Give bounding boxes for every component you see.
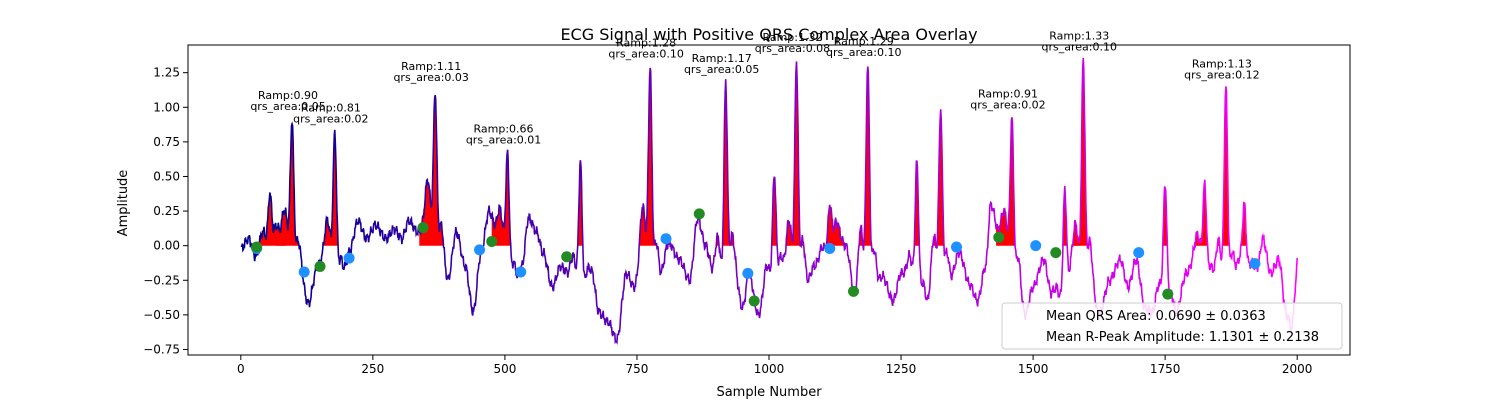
qrs-onset-marker-4 (515, 266, 527, 278)
annotation-ramp-0: Ramp:0.90 (258, 89, 318, 102)
qrs-area-fill-2 (319, 129, 351, 246)
annotation-ramp-1: Ramp:0.81 (301, 102, 361, 115)
qrs-area-fill-5 (564, 160, 597, 246)
annotation-ramp-9: Ramp:1.33 (1049, 30, 1109, 43)
annotation-qrs-area-7: qrs_area:0.10 (826, 46, 901, 59)
y-tick-label-8: 1.25 (153, 66, 180, 80)
qrs-area-fill-1 (276, 123, 308, 246)
x-tick-label-4: 1000 (754, 362, 785, 376)
qrs-area-fill-12 (901, 161, 933, 246)
qrs-offset-marker-9 (1050, 247, 1062, 259)
peak-annotations: Ramp:0.90qrs_area:0.05Ramp:0.81qrs_area:… (250, 30, 1259, 147)
y-tick-label-0: −0.75 (143, 342, 180, 356)
annotation-qrs-area-2: qrs_area:0.03 (393, 71, 468, 84)
qrs-area-fill-16 (1067, 58, 1100, 246)
annotation-qrs-area-4: qrs_area:0.10 (608, 48, 683, 61)
qrs-offset-marker-7 (848, 285, 860, 297)
annotation-qrs-area-10: qrs_area:0.12 (1184, 68, 1259, 81)
qrs-offset-marker-4 (561, 251, 573, 263)
qrs-onset-marker-8 (951, 241, 963, 253)
chart-title: ECG Signal with Positive QRS Complex Are… (560, 25, 977, 44)
qrs-offset-marker-8 (993, 231, 1005, 243)
y-axis-label: Amplitude (116, 170, 131, 237)
qrs-onset-marker-6 (742, 267, 754, 279)
annotation-ramp-4: Ramp:1.28 (616, 37, 676, 50)
qrs-area-fill-11 (851, 66, 884, 246)
qrs-offset-marker-6 (748, 295, 760, 307)
annotation-ramp-10: Ramp:1.13 (1192, 57, 1252, 70)
legend-mean-r-peak-amplitude: Mean R-Peak Amplitude: 1.1301 ± 0.2138 (1046, 330, 1319, 345)
qrs-offset-marker-5 (693, 208, 705, 220)
legend-box (1001, 302, 1343, 350)
x-tick-label-5: 1250 (886, 362, 917, 376)
qrs-offset-marker-3 (486, 236, 498, 248)
qrs-onset-marker-3 (474, 244, 486, 256)
x-tick-label-6: 1500 (1018, 362, 1049, 376)
qrs-onset-marker-11 (1249, 258, 1261, 270)
qrs-area-fills (254, 58, 1261, 246)
qrs-onset-marker-9 (1030, 240, 1042, 252)
x-tick-label-7: 1750 (1150, 362, 1181, 376)
qrs-area-fill-17 (1149, 186, 1181, 246)
qrs-offset-marker-1 (314, 260, 326, 272)
y-tick-label-5: 0.50 (153, 169, 180, 183)
qrs-area-fill-18 (1188, 179, 1221, 246)
annotation-ramp-3: Ramp:0.66 (474, 122, 534, 135)
annotation-qrs-area-0: qrs_area:0.05 (250, 100, 325, 113)
y-tick-label-6: 0.75 (153, 135, 180, 149)
x-axis-label: Sample Number (716, 385, 822, 400)
annotation-ramp-5: Ramp:1.17 (692, 52, 752, 65)
qrs-boundary-markers (251, 208, 1261, 307)
y-tick-label-1: −0.50 (143, 308, 180, 322)
x-tick-label-2: 500 (493, 362, 516, 376)
y-axis: −0.75 −0.50 −0.25 0.00 0.25 0.50 0.75 1.00 1.25 (143, 66, 188, 356)
qrs-area-fill-8 (758, 177, 791, 246)
qrs-onset-marker-7 (824, 242, 836, 254)
qrs-area-fill-15 (1048, 186, 1081, 246)
qrs-area-fill-3 (419, 95, 451, 246)
x-tick-label-0: 0 (237, 362, 245, 376)
annotation-qrs-area-9: qrs_area:0.10 (1042, 41, 1117, 54)
qrs-offset-marker-2 (417, 222, 429, 234)
x-tick-label-8: 2000 (1282, 362, 1313, 376)
annotation-qrs-area-8: qrs_area:0.02 (970, 99, 1045, 112)
y-tick-label-3: 0.00 (153, 239, 180, 253)
y-tick-label-2: −0.25 (143, 273, 180, 287)
qrs-area-fill-10 (813, 204, 846, 246)
qrs-area-fill-20 (1228, 202, 1261, 246)
annotation-qrs-area-5: qrs_area:0.05 (684, 63, 759, 76)
qrs-area-fill-9 (780, 61, 813, 246)
qrs-onset-marker-5 (660, 233, 672, 245)
qrs-onset-marker-1 (298, 266, 310, 278)
annotation-ramp-2: Ramp:1.11 (401, 60, 461, 73)
x-tick-label-1: 250 (361, 362, 384, 376)
qrs-area-fill-6 (634, 67, 666, 246)
y-tick-label-4: 0.25 (153, 204, 180, 218)
annotation-qrs-area-1: qrs_area:0.02 (293, 113, 368, 126)
qrs-area-fill-19 (1210, 86, 1242, 246)
qrs-onset-marker-2 (343, 252, 355, 264)
qrs-area-fill-4 (491, 149, 524, 246)
x-tick-label-3: 750 (626, 362, 649, 376)
legend: Mean QRS Area: 0.0690 ± 0.0363 Mean R-Pe… (1001, 302, 1343, 350)
qrs-offset-marker-0 (251, 241, 263, 253)
legend-mean-qrs-area: Mean QRS Area: 0.0690 ± 0.0363 (1046, 309, 1266, 324)
annotation-qrs-area-6: qrs_area:0.08 (755, 42, 830, 55)
annotation-ramp-6: Ramp:1.32 (762, 31, 822, 44)
qrs-area-fill-14 (996, 117, 1028, 246)
qrs-onset-marker-10 (1133, 247, 1145, 259)
y-tick-label-7: 1.00 (153, 100, 180, 114)
qrs-area-fill-13 (924, 109, 957, 246)
annotation-qrs-area-3: qrs_area:0.01 (466, 133, 541, 146)
annotation-ramp-8: Ramp:0.91 (978, 88, 1038, 101)
qrs-offset-marker-10 (1162, 288, 1174, 300)
x-axis: 0 250 500 750 1000 1250 1500 1750 2000 (237, 355, 1312, 376)
ecg-signal-line (240, 57, 1298, 345)
qrs-area-fill-7 (709, 79, 742, 246)
